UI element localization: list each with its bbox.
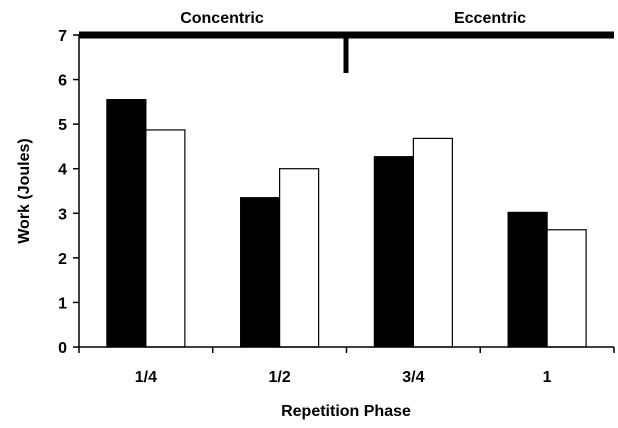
x-tick-label: 1 [543,369,552,386]
y-axis-label: Work (Joules) [16,138,33,244]
y-tick-label: 5 [58,117,67,134]
bar-series2-4 [546,229,587,348]
x-tick-label: 1/2 [269,369,291,386]
y-tick-label: 3 [58,206,67,223]
x-axis-label: Repetition Phase [281,403,411,420]
bar-series1-3 [373,156,414,348]
y-tick-label: 6 [58,73,67,90]
y-tick-label: 0 [58,340,67,357]
x-tick-label: 1/4 [135,369,157,386]
bar-series2-1 [145,129,186,348]
y-tick-label: 4 [58,162,67,179]
phase-label-eccentric: Eccentric [454,10,526,27]
y-tick-label: 7 [58,28,67,45]
bar-series1-1 [106,99,147,348]
y-tick-label: 2 [58,251,67,268]
phase-label-concentric: Concentric [180,10,264,27]
bar-series1-4 [507,211,548,348]
x-tick-label: 3/4 [402,369,424,386]
y-tick-label: 1 [58,295,67,312]
bar-series2-3 [412,137,453,348]
bar-series2-2 [279,168,320,348]
bar-series1-2 [240,197,281,348]
